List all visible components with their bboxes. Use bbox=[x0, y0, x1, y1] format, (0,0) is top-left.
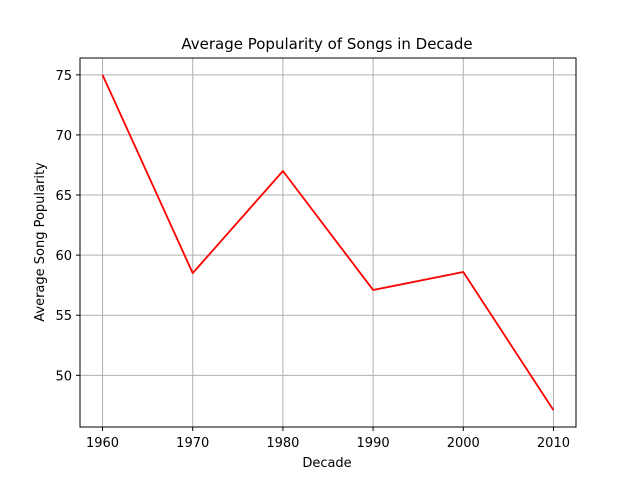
plot-frame bbox=[79, 57, 577, 428]
x-tick-label: 2010 bbox=[537, 436, 570, 451]
y-tick-label: 60 bbox=[55, 249, 72, 264]
grid bbox=[80, 58, 576, 427]
y-tick-label: 55 bbox=[55, 309, 72, 324]
ticks: 1960 1970 1980 1990 2000 2010 50 55 60 65 70 75 bbox=[55, 69, 570, 451]
chart-title: Average Popularity of Songs in Decade bbox=[181, 35, 472, 53]
y-axis-label: Average Song Popularity bbox=[33, 162, 48, 322]
series-layer bbox=[101, 74, 555, 411]
x-tick-label: 2000 bbox=[447, 436, 480, 451]
x-tick-label: 1970 bbox=[176, 436, 209, 451]
x-tick-label: 1980 bbox=[266, 436, 299, 451]
y-tick-label: 65 bbox=[55, 189, 72, 204]
y-tick-label: 50 bbox=[55, 369, 72, 384]
y-tick-label: 75 bbox=[55, 69, 72, 84]
x-tick-label: 1960 bbox=[86, 436, 119, 451]
x-tick-label: 1990 bbox=[357, 436, 390, 451]
series-line bbox=[101, 74, 555, 411]
x-axis-label: Decade bbox=[302, 456, 351, 471]
y-tick-label: 70 bbox=[55, 129, 72, 144]
